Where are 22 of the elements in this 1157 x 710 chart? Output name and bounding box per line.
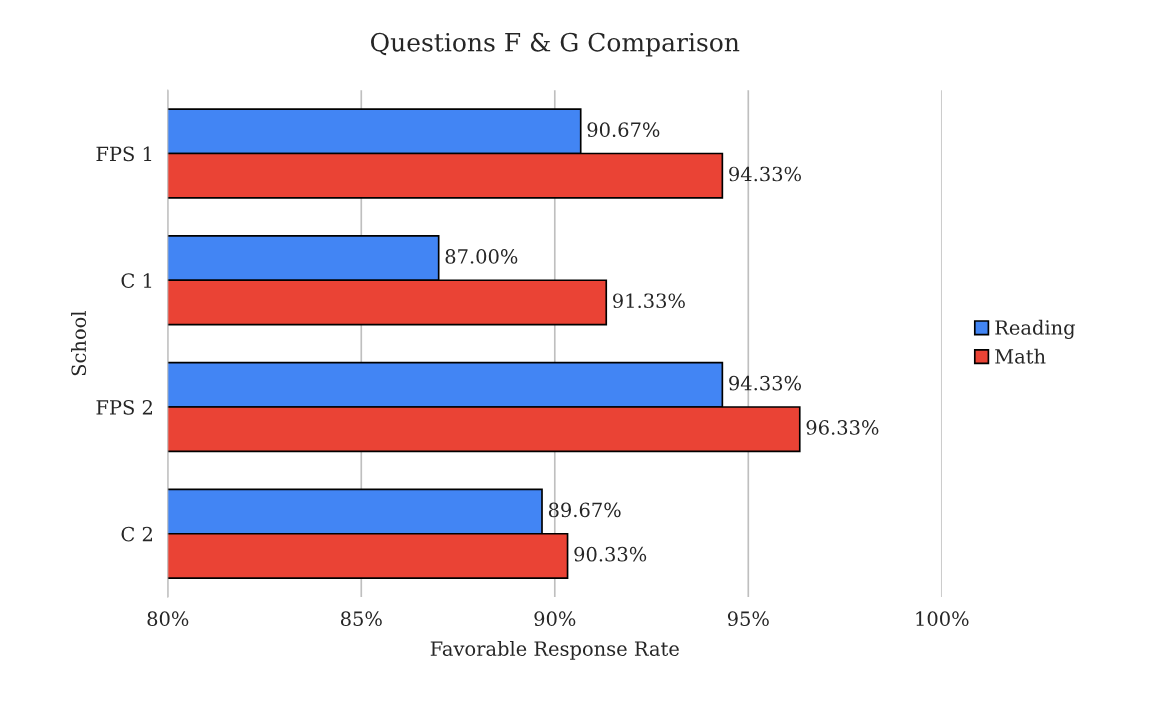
chart-title: Questions F & G Comparison: [371, 32, 740, 57]
legend-label: Math: [995, 348, 1046, 364]
x-tick-label: 90%: [534, 611, 576, 627]
data-label: 94.33%: [729, 375, 801, 391]
x-axis-title: Favorable Response Rate: [430, 640, 679, 660]
data-label: 94.33%: [729, 166, 801, 182]
data-label: 87.00%: [445, 249, 518, 264]
x-tick-label: 95%: [727, 611, 769, 627]
y-tick-label: C 2: [121, 526, 152, 542]
y-tick-label: FPS 1: [96, 146, 152, 162]
y-axis-title: School: [71, 311, 87, 376]
data-label: 90.33%: [574, 546, 647, 562]
data-label: 89.67%: [548, 502, 621, 518]
x-tick-label: 100%: [916, 611, 969, 627]
y-tick-label: C 1: [121, 273, 152, 288]
y-tick-label: FPS 2: [96, 399, 152, 415]
legend-label: Reading: [995, 319, 1076, 339]
data-label: 90.67%: [587, 122, 660, 137]
data-label: 96.33%: [806, 420, 879, 435]
x-tick-label: 80%: [147, 611, 189, 627]
x-tick-label: 85%: [340, 611, 382, 627]
data-label: 91.33%: [613, 293, 685, 309]
